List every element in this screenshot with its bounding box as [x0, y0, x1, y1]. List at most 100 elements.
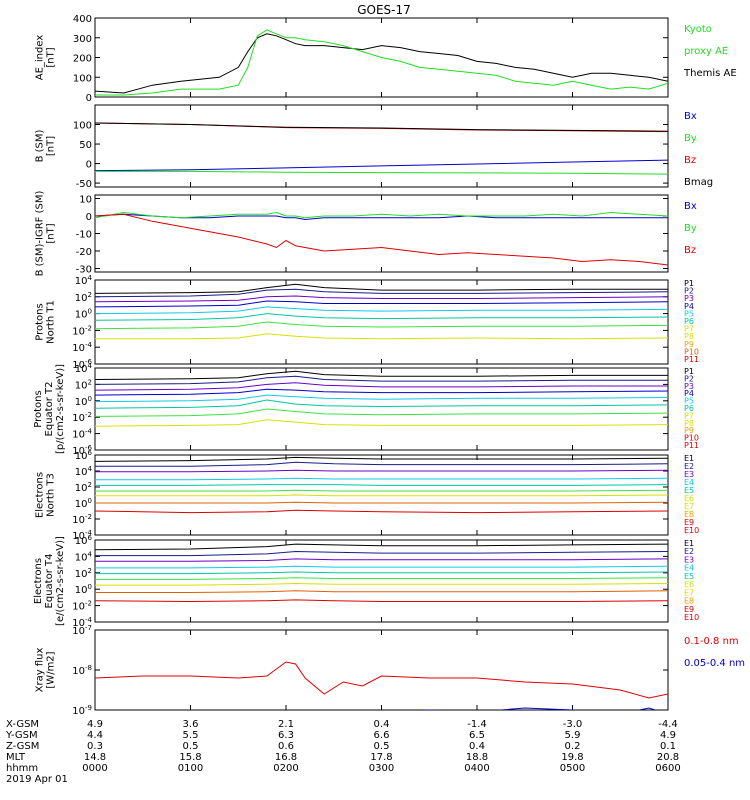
legend-entry: P5: [684, 309, 694, 318]
y-tick-label: -20: [76, 247, 92, 258]
y-tick-label: 100: [75, 497, 92, 510]
series-e9: [95, 599, 668, 603]
legend-entry: P7: [684, 411, 694, 420]
legend-entry: P8: [684, 419, 694, 428]
legend-entry: By: [684, 223, 697, 234]
legend-entry: P10: [684, 347, 699, 356]
legend-entry: P9: [684, 340, 694, 349]
orbit-cell: 19.8: [561, 752, 583, 763]
y-tick-label: 102: [75, 291, 92, 304]
panel-frame: [94, 629, 669, 711]
y-tick-label: 102: [75, 481, 92, 494]
series-bx: [95, 159, 668, 172]
y-tick-label: 100: [75, 308, 92, 321]
series-e7: [95, 582, 668, 586]
y-axis-label: Equator T2: [44, 382, 55, 437]
legend-entry: P10: [684, 434, 699, 443]
orbit-date: 2019 Apr 01: [6, 774, 68, 785]
y-axis-label: Electrons: [35, 472, 46, 518]
legend-entry: 0.1-0.8 nm: [684, 636, 739, 647]
series-p1: [95, 283, 668, 294]
y-tick-label: 102: [75, 378, 92, 391]
series-bx: [95, 213, 668, 221]
orbit-cell: 3.6: [183, 719, 199, 730]
legend-entry: Bx: [684, 201, 697, 212]
orbit-cell: 18.8: [466, 752, 488, 763]
y-tick-label: 102: [75, 567, 92, 580]
orbit-cell: -3.0: [563, 719, 583, 730]
orbit-row-label: MLT: [6, 752, 26, 763]
series-p4: [95, 388, 668, 396]
series-p4: [95, 300, 668, 308]
y-tick-label: 10-2: [72, 600, 92, 613]
series-p2: [95, 288, 668, 298]
orbit-row-label: X-GSM: [6, 719, 39, 730]
series-e4: [95, 477, 668, 481]
y-tick-label: 106: [75, 534, 93, 547]
legend-entry: E7: [684, 588, 694, 597]
series-by: [95, 211, 668, 219]
series-p8: [95, 419, 668, 427]
series-e2: [95, 461, 668, 467]
orbit-cell: 0.5: [183, 741, 199, 752]
orbit-cell: 0.4: [374, 719, 390, 730]
y-tick-label: 10-2: [72, 411, 92, 424]
series-p8: [95, 333, 668, 340]
legend-entry: Themis AE: [683, 68, 737, 79]
orbit-row-label: Y-GSM: [5, 730, 38, 741]
y-tick-label: 100: [73, 121, 92, 132]
orbit-cell: 0200: [273, 763, 298, 774]
legend-entry: P4: [684, 302, 694, 311]
legend-entry: P11: [684, 355, 699, 364]
legend-entry: E4: [684, 478, 694, 487]
y-axis-label: Equator T4: [44, 554, 55, 609]
series-bz: [95, 213, 668, 266]
legend-entry: Bz: [684, 245, 696, 256]
series-p3: [95, 382, 668, 391]
y-tick-label: 0: [86, 212, 92, 223]
y-tick-label: 50: [79, 140, 92, 151]
y-axis-label: [nT]: [46, 47, 57, 67]
legend-entry: Kyoto: [684, 24, 712, 35]
orbit-cell: 4.4: [87, 730, 103, 741]
y-tick-label: 10-2: [72, 324, 92, 337]
orbit-cell: 14.8: [84, 752, 106, 763]
orbit-cell: 0.2: [565, 741, 581, 752]
series-e3: [95, 558, 668, 562]
orbit-row-label: Z-GSM: [6, 741, 39, 752]
y-tick-label: 10-8: [72, 664, 92, 677]
orbit-cell: 4.9: [87, 719, 103, 730]
series-0-1-0-8-nm: [95, 661, 668, 699]
y-axis-label: Protons: [35, 303, 46, 340]
series-e4: [95, 565, 668, 569]
legend-entry: P9: [684, 426, 694, 435]
series-p6: [95, 313, 668, 321]
series-e6: [95, 577, 668, 580]
orbit-cell: 0.6: [278, 741, 294, 752]
y-tick-label: 200: [73, 54, 92, 65]
orbit-cell: 0500: [560, 763, 585, 774]
legend-entry: E5: [684, 572, 694, 581]
series-p2: [95, 375, 668, 385]
y-tick-label: 0: [86, 160, 92, 171]
legend-entry: E8: [684, 510, 694, 519]
series-e1: [95, 456, 668, 462]
legend-entry: E1: [684, 539, 694, 548]
orbit-cell: 0.5: [374, 741, 390, 752]
legend-entry: By: [684, 133, 697, 144]
series-p7: [95, 321, 668, 330]
y-axis-label: AE_index: [35, 35, 46, 81]
y-tick-label: 104: [75, 465, 93, 478]
orbit-cell: 17.8: [370, 752, 392, 763]
y-axis-label: [W/m2]: [46, 651, 57, 688]
series-e7: [95, 494, 668, 497]
orbit-cell: -1.4: [467, 719, 487, 730]
y-tick-label: 104: [75, 274, 93, 287]
series-e8: [95, 590, 668, 593]
legend-entry: P3: [684, 382, 694, 391]
